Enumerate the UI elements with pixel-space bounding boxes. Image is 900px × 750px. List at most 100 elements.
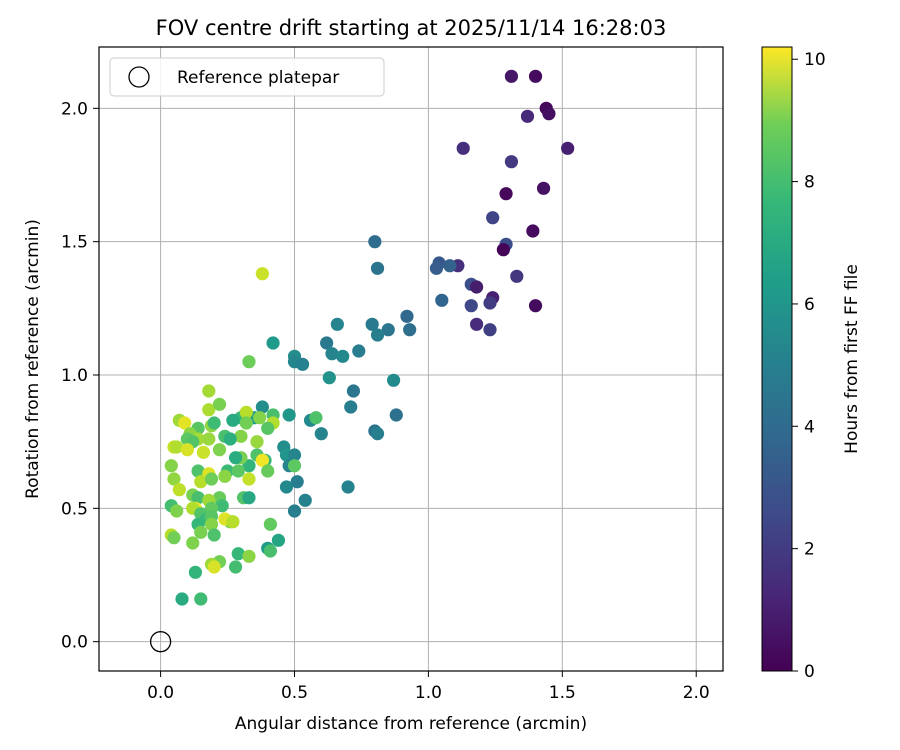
y-tick-label: 0.5 — [61, 499, 88, 519]
data-point — [181, 443, 194, 456]
data-point — [341, 480, 354, 493]
data-point — [309, 411, 322, 424]
data-point — [226, 414, 239, 427]
x-axis-label: Angular distance from reference (arcmin) — [235, 714, 587, 734]
colorbar-label: Hours from first FF file — [842, 264, 862, 454]
data-point — [336, 350, 349, 363]
y-tick-label: 0.0 — [61, 633, 88, 653]
x-tick-label: 2.0 — [683, 683, 710, 703]
data-point — [387, 374, 400, 387]
data-point — [347, 384, 360, 397]
y-axis-label: Rotation from reference (arcmin) — [23, 219, 43, 499]
data-point — [435, 294, 448, 307]
x-axis-ticks: 0.0 0.5 1.0 1.5 2.0 — [147, 671, 710, 703]
legend-entry-label: Reference platepar — [177, 68, 339, 88]
data-point — [261, 422, 274, 435]
data-point — [283, 408, 296, 421]
data-point — [202, 384, 215, 397]
data-point — [205, 472, 218, 485]
data-point — [173, 483, 186, 496]
data-point — [371, 328, 384, 341]
data-point — [529, 299, 542, 312]
x-tick-label: 0.0 — [147, 683, 174, 703]
colorbar-tick-label: 4 — [804, 417, 815, 437]
x-tick-label: 0.5 — [281, 683, 308, 703]
data-point — [253, 411, 266, 424]
chart-title: FOV centre drift starting at 2025/11/14 … — [156, 16, 667, 40]
data-point — [470, 280, 483, 293]
data-point — [465, 299, 478, 312]
data-point — [344, 400, 357, 413]
colorbar-ticks: 0 2 4 6 8 10 — [792, 50, 826, 682]
data-point — [232, 464, 245, 477]
data-point — [400, 310, 413, 323]
data-point — [537, 182, 550, 195]
data-point — [457, 142, 470, 155]
data-point — [194, 526, 207, 539]
data-point — [189, 566, 202, 579]
data-point — [529, 70, 542, 83]
colorbar-gradient — [762, 47, 792, 671]
data-point — [229, 560, 242, 573]
data-point — [208, 528, 221, 541]
data-point — [371, 262, 384, 275]
data-point — [256, 267, 269, 280]
data-point — [505, 70, 518, 83]
data-point — [299, 494, 312, 507]
colorbar-tick-label: 8 — [804, 173, 815, 193]
data-point — [240, 416, 253, 429]
data-point — [403, 323, 416, 336]
data-point — [430, 262, 443, 275]
data-point — [483, 296, 496, 309]
data-point — [510, 270, 523, 283]
data-point — [470, 318, 483, 331]
data-point — [194, 592, 207, 605]
data-point — [264, 544, 277, 557]
data-point — [242, 491, 255, 504]
data-point — [521, 110, 534, 123]
data-point — [505, 155, 518, 168]
data-point — [371, 427, 384, 440]
data-point — [170, 504, 183, 517]
scatter-chart: FOV centre drift starting at 2025/11/14 … — [0, 0, 900, 750]
x-tick-label: 1.5 — [549, 683, 576, 703]
data-point — [280, 480, 293, 493]
data-point — [266, 336, 279, 349]
data-point — [208, 560, 221, 573]
data-point — [208, 416, 221, 429]
colorbar-tick-label: 10 — [804, 50, 826, 70]
colorbar-tick-label: 0 — [804, 662, 815, 682]
data-point — [264, 518, 277, 531]
y-tick-label: 1.5 — [61, 233, 88, 253]
x-tick-label: 1.0 — [415, 683, 442, 703]
data-point — [213, 398, 226, 411]
data-point — [390, 408, 403, 421]
colorbar-tick-label: 2 — [804, 540, 815, 560]
data-point — [561, 142, 574, 155]
data-point — [242, 472, 255, 485]
data-point — [288, 459, 301, 472]
data-point — [272, 534, 285, 547]
data-point — [224, 432, 237, 445]
data-points — [165, 70, 575, 606]
data-point — [443, 259, 456, 272]
data-point — [202, 432, 215, 445]
data-point — [331, 318, 344, 331]
data-point — [296, 358, 309, 371]
data-point — [242, 550, 255, 563]
data-point — [197, 446, 210, 459]
colorbar-tick-label: 6 — [804, 295, 815, 315]
y-axis-ticks: 0.0 0.5 1.0 1.5 2.0 — [61, 99, 99, 652]
data-point — [175, 592, 188, 605]
data-point — [167, 531, 180, 544]
data-point — [250, 435, 263, 448]
data-point — [323, 371, 336, 384]
data-point — [229, 451, 242, 464]
data-point — [542, 107, 555, 120]
data-point — [186, 536, 199, 549]
data-point — [213, 443, 226, 456]
y-tick-label: 1.0 — [61, 366, 88, 386]
legend: Reference platepar — [110, 58, 384, 96]
data-point — [226, 515, 239, 528]
data-point — [486, 211, 499, 224]
